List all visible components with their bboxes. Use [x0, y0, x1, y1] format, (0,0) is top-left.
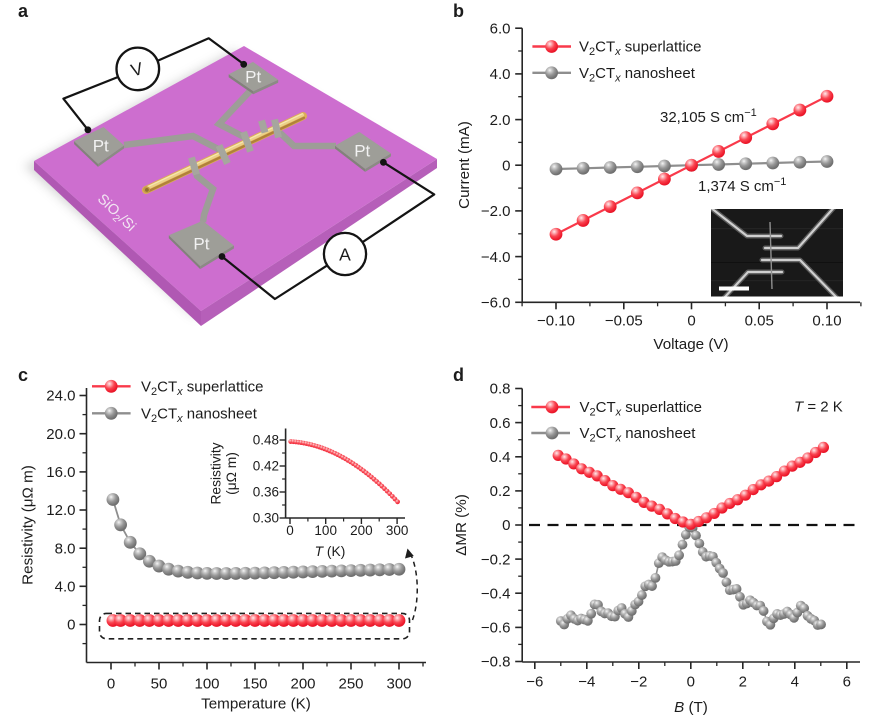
svg-text:T = 2 K: T = 2 K [794, 399, 843, 416]
svg-text:0: 0 [687, 674, 695, 691]
svg-text:0: 0 [502, 157, 510, 174]
svg-text:0.30: 0.30 [253, 511, 279, 526]
svg-text:a: a [18, 1, 29, 21]
svg-text:Current (mA): Current (mA) [456, 121, 473, 209]
svg-text:−0.8: −0.8 [481, 654, 511, 671]
svg-text:300: 300 [386, 676, 411, 693]
svg-text:12.0: 12.0 [46, 502, 75, 519]
svg-text:−6: −6 [526, 674, 543, 691]
svg-text:0: 0 [502, 517, 510, 534]
svg-text:2: 2 [739, 674, 747, 691]
svg-text:−0.05: −0.05 [605, 313, 643, 330]
svg-text:150: 150 [242, 676, 267, 693]
svg-text:0.05: 0.05 [745, 313, 774, 330]
svg-text:−2.0: −2.0 [481, 203, 511, 220]
svg-text:B (T): B (T) [674, 699, 708, 716]
svg-text:Temperature (K): Temperature (K) [201, 696, 311, 713]
svg-text:0: 0 [67, 617, 75, 634]
svg-text:200: 200 [290, 676, 315, 693]
svg-text:20.0: 20.0 [46, 426, 75, 443]
svg-text:24.0: 24.0 [46, 388, 75, 405]
svg-text:−4: −4 [578, 674, 595, 691]
svg-text:0: 0 [286, 523, 294, 538]
svg-text:0.42: 0.42 [253, 459, 279, 474]
svg-text:0.2: 0.2 [490, 483, 511, 500]
svg-text:250: 250 [338, 676, 363, 693]
svg-text:Resistivity: Resistivity [209, 442, 224, 504]
svg-text:−0.2: −0.2 [481, 551, 511, 568]
svg-text:V2CTx nanosheet: V2CTx nanosheet [579, 65, 696, 85]
svg-text:ΔMR (%): ΔMR (%) [453, 494, 470, 556]
svg-text:1,374 S cm−1: 1,374 S cm−1 [698, 176, 786, 195]
svg-text:16.0: 16.0 [46, 464, 75, 481]
svg-text:Pt: Pt [245, 68, 261, 87]
svg-text:8.0: 8.0 [55, 540, 76, 557]
svg-text:d: d [453, 365, 464, 385]
svg-text:Pt: Pt [193, 234, 209, 253]
svg-text:2.0: 2.0 [490, 112, 511, 129]
svg-text:100: 100 [194, 676, 219, 693]
svg-text:−0.4: −0.4 [481, 585, 511, 602]
svg-text:−6.0: −6.0 [481, 295, 511, 312]
svg-text:Pt: Pt [93, 136, 109, 155]
svg-text:0.4: 0.4 [490, 449, 511, 466]
svg-text:V: V [129, 58, 146, 80]
svg-text:200: 200 [350, 523, 373, 538]
svg-text:4.0: 4.0 [55, 579, 76, 596]
svg-text:6.0: 6.0 [490, 20, 511, 37]
svg-text:4.0: 4.0 [490, 66, 511, 83]
svg-text:0: 0 [107, 676, 115, 693]
svg-text:−0.10: −0.10 [537, 313, 575, 330]
svg-text:V2CTx superlattice: V2CTx superlattice [141, 379, 264, 399]
svg-text:−2: −2 [630, 674, 647, 691]
svg-text:Pt: Pt [354, 141, 370, 160]
svg-text:0.8: 0.8 [490, 381, 511, 398]
svg-text:0.10: 0.10 [812, 313, 841, 330]
svg-text:100: 100 [314, 523, 337, 538]
svg-text:0: 0 [687, 313, 695, 330]
svg-text:c: c [18, 365, 28, 385]
svg-text:0.36: 0.36 [253, 485, 279, 500]
svg-text:4: 4 [791, 674, 799, 691]
svg-text:−4.0: −4.0 [481, 249, 511, 266]
svg-text:V2CTx nanosheet: V2CTx nanosheet [141, 406, 258, 426]
svg-text:T (K): T (K) [315, 544, 346, 559]
svg-text:V2CTx nanosheet: V2CTx nanosheet [580, 425, 697, 445]
svg-text:A: A [339, 244, 351, 264]
svg-text:0.48: 0.48 [253, 433, 279, 448]
svg-text:0.6: 0.6 [490, 415, 511, 432]
svg-text:300: 300 [386, 523, 409, 538]
svg-text:50: 50 [151, 676, 168, 693]
svg-text:(μΩ m): (μΩ m) [224, 452, 239, 495]
svg-text:32,105 S cm−1: 32,105 S cm−1 [660, 107, 757, 126]
svg-text:−0.6: −0.6 [481, 620, 511, 637]
svg-text:b: b [453, 1, 464, 21]
svg-text:V2CTx superlattice: V2CTx superlattice [580, 399, 703, 419]
svg-text:Voltage (V): Voltage (V) [653, 336, 728, 353]
svg-text:Resistivity (μΩ m): Resistivity (μΩ m) [20, 465, 37, 585]
svg-text:V2CTx superlattice: V2CTx superlattice [579, 39, 702, 59]
svg-text:6: 6 [843, 674, 851, 691]
